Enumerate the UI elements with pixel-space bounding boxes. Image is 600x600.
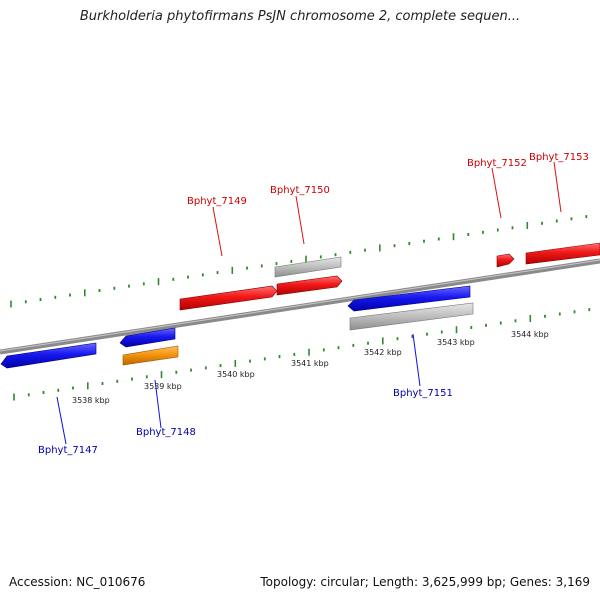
kbp-label: 3541 kbp xyxy=(291,359,329,368)
gene-feature-forward[interactable] xyxy=(496,253,515,268)
chromosome-backbone xyxy=(0,258,600,355)
kbp-label: 3543 kbp xyxy=(437,338,475,347)
gene-feature-forward[interactable] xyxy=(179,285,278,311)
gene-label[interactable]: Bphyt_7150 xyxy=(270,185,330,196)
scale-ticks-lower xyxy=(13,308,591,401)
gene-feature-rna[interactable] xyxy=(122,345,179,366)
kbp-label: 3538 kbp xyxy=(72,396,110,405)
kbp-label: 3539 kbp xyxy=(144,382,182,391)
gene-label[interactable]: Bphyt_7152 xyxy=(467,158,527,169)
map-title: Burkholderia phytofirmans PsJN chromosom… xyxy=(79,9,521,24)
gene-feature-forward[interactable] xyxy=(525,242,600,265)
gene-label[interactable]: Bphyt_7148 xyxy=(136,427,196,438)
scale-ticks-upper xyxy=(10,215,588,308)
gene-label[interactable]: Bphyt_7147 xyxy=(38,445,98,456)
gene-feature-reverse[interactable] xyxy=(119,327,176,348)
kbp-label: 3542 kbp xyxy=(364,348,402,357)
gene-label[interactable]: Bphyt_7149 xyxy=(187,196,247,207)
gene-feature-forward[interactable] xyxy=(276,275,343,296)
gene-label[interactable]: Bphyt_7151 xyxy=(393,388,453,399)
scale-labels: 3538 kbp 3539 kbp 3540 kbp 3541 kbp 3542… xyxy=(72,330,549,405)
gene-feature-reverse[interactable] xyxy=(347,285,471,312)
kbp-label: 3540 kbp xyxy=(217,370,255,379)
gene-label[interactable]: Bphyt_7153 xyxy=(529,152,589,163)
gene-feature-pseudo[interactable] xyxy=(274,256,342,278)
kbp-label: 3544 kbp xyxy=(511,330,549,339)
sequence-summary: Topology: circular; Length: 3,625,999 bp… xyxy=(260,575,590,589)
accession-text: Accession: NC_010676 xyxy=(9,575,146,589)
gene-feature-pseudo[interactable] xyxy=(349,302,474,331)
gene-feature-reverse[interactable] xyxy=(0,342,97,369)
gene-label-group-forward: Bphyt_7149 Bphyt_7150 Bphyt_7152 Bphyt_7… xyxy=(187,152,589,257)
gene-label-group-reverse: Bphyt_7147 Bphyt_7148 Bphyt_7151 xyxy=(38,333,453,456)
